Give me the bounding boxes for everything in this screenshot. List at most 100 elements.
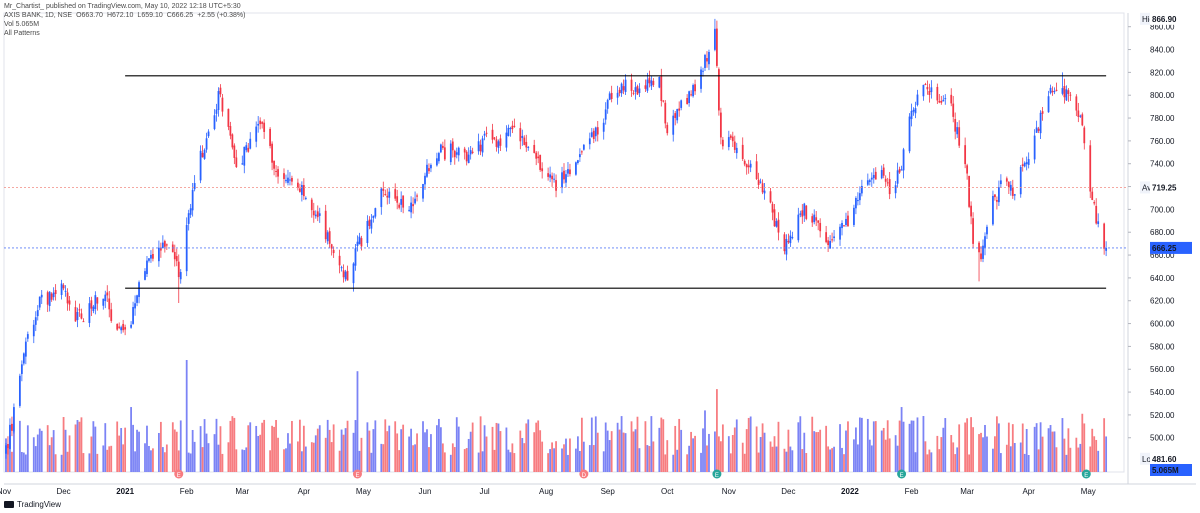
volume-bar — [539, 430, 542, 472]
candle — [602, 118, 605, 140]
volume-bar — [1025, 428, 1028, 472]
candle-body — [130, 324, 132, 328]
candle-body — [678, 108, 681, 111]
volume-bar — [773, 436, 776, 472]
volume-bar — [148, 445, 150, 472]
volume-bar — [676, 449, 679, 472]
candle-body — [310, 199, 313, 211]
volume-bar — [537, 420, 540, 472]
x-tick-label: Oct — [661, 487, 674, 496]
candle — [110, 302, 113, 323]
candle — [902, 147, 905, 179]
candle-body — [297, 182, 299, 189]
candle — [914, 101, 917, 119]
candle — [886, 177, 889, 187]
volume-bar — [22, 452, 25, 472]
patterns-legend[interactable]: All Patterns — [4, 30, 40, 37]
volume-bar — [158, 432, 160, 472]
candle-body — [1091, 191, 1094, 200]
candle-body — [324, 210, 327, 240]
candle-body — [481, 138, 484, 153]
candle-body — [592, 130, 595, 140]
candle-body — [9, 424, 11, 449]
low-badge-value: 481.60 — [1152, 455, 1177, 464]
brand-text: TradingView — [17, 500, 62, 509]
volume-bar — [1041, 436, 1044, 472]
candle-body — [916, 94, 919, 105]
candle — [467, 147, 470, 164]
volume-bar — [624, 433, 627, 472]
volume-bar — [1053, 431, 1056, 472]
candle-body — [426, 164, 428, 177]
candle-body — [76, 312, 79, 321]
candle-body — [54, 289, 57, 295]
candle-body — [354, 248, 357, 266]
volume-bar — [968, 454, 970, 472]
candle-body — [880, 170, 883, 179]
volume-bar — [443, 452, 446, 472]
candle-body — [662, 100, 665, 102]
footer: TradingView — [4, 500, 61, 509]
candle-body — [479, 144, 482, 152]
candle — [954, 112, 957, 140]
volume-bar — [1077, 447, 1080, 472]
candle — [815, 210, 818, 227]
candle — [803, 202, 806, 222]
publish-line: Mr_Chartist_ published on TradingView.co… — [4, 3, 241, 10]
candle-body — [1077, 110, 1080, 117]
candle — [1049, 84, 1052, 95]
volume-bar — [20, 452, 23, 472]
candle-body — [870, 177, 873, 180]
candle-body — [731, 136, 734, 142]
volume-bar — [46, 425, 49, 472]
candle — [523, 135, 526, 146]
candle-body — [124, 327, 127, 330]
candle — [173, 244, 176, 267]
volume-bar — [62, 417, 65, 472]
volume-bar — [984, 424, 986, 472]
x-tick-label: May — [1081, 487, 1096, 496]
volume-bar — [650, 416, 653, 472]
candle-body — [171, 244, 174, 253]
candle — [575, 161, 577, 176]
candle — [453, 149, 456, 165]
candle-body — [578, 154, 581, 158]
volume-legend[interactable]: Vol 5.065M — [4, 21, 40, 28]
candle — [577, 159, 579, 165]
volume-bar — [68, 435, 71, 472]
candle-body — [874, 171, 877, 180]
volume-bar — [465, 448, 468, 472]
volume-bar — [481, 451, 484, 472]
volume-bar — [747, 417, 750, 472]
candle — [318, 207, 321, 223]
candle-body — [787, 240, 790, 243]
volume-bar — [428, 447, 430, 472]
volume-bar — [199, 426, 202, 472]
candle — [763, 182, 766, 200]
candle-body — [398, 204, 401, 208]
candle-body — [868, 180, 871, 183]
candle — [1035, 120, 1038, 133]
candle — [441, 141, 444, 150]
candle — [1009, 181, 1012, 196]
x-tick-label: Dec — [781, 487, 795, 496]
candle-body — [316, 211, 319, 218]
volume-bar — [608, 440, 611, 472]
candle — [773, 204, 776, 227]
symbol-label[interactable]: AXIS BANK, 1D, NSE — [4, 12, 73, 19]
candle — [106, 285, 109, 302]
volume-bar — [674, 425, 677, 472]
candle-body — [394, 189, 397, 199]
volume-bar — [561, 448, 563, 472]
candle-body — [46, 292, 49, 305]
volume-bar — [491, 426, 494, 472]
volume-bar — [159, 421, 162, 472]
candle-body — [110, 309, 113, 321]
volume-bar — [467, 438, 470, 472]
candle-body — [62, 285, 65, 289]
volume-bar — [453, 447, 456, 472]
candle — [936, 83, 939, 105]
volume-bar — [424, 432, 426, 472]
candle-body — [241, 163, 244, 165]
